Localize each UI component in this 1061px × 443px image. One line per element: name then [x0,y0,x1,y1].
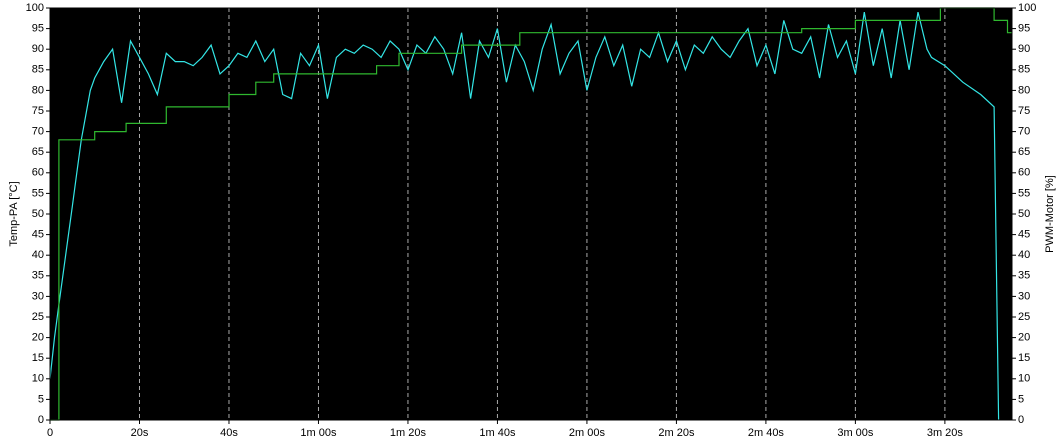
y-tick-label: 30 [32,290,44,302]
y2-tick-label: 40 [1018,249,1030,261]
y2-tick-label: 60 [1018,167,1030,179]
y-tick-label: 75 [32,105,44,117]
y-tick-label: 15 [32,352,44,364]
x-tick-label: 2m 00s [569,427,606,439]
y2-tick-label: 90 [1018,43,1030,55]
y-tick-label: 25 [32,311,44,323]
y-tick-label: 95 [32,23,44,35]
x-tick-label: 40s [220,427,238,439]
plot-area [50,8,1012,420]
series-line [50,7,1012,421]
y2-tick-label: 80 [1018,84,1030,96]
x-tick-label: 3m 20s [927,427,964,439]
y2-tick-label: 70 [1018,126,1030,138]
x-tick-label: 2m 40s [748,427,785,439]
y-tick-label: 65 [32,146,44,158]
y2-tick-label: 85 [1018,64,1030,76]
x-tick-label: 1m 40s [479,427,516,439]
x-tick-label: 20s [131,427,149,439]
y2-tick-label: 35 [1018,270,1030,282]
y2-axis-title: PWM-Motor [%] [1044,175,1056,253]
y2-tick-label: 10 [1018,373,1030,385]
y-tick-label: 10 [32,373,44,385]
x-tick-label: 1m 20s [390,427,427,439]
y2-tick-label: 20 [1018,332,1030,344]
y2-tick-label: 50 [1018,208,1030,220]
y2-tick-label: 75 [1018,105,1030,117]
y-tick-label: 45 [32,229,44,241]
y-tick-label: 70 [32,126,44,138]
x-tick-label: 2m 20s [658,427,695,439]
x-tick-label: 3m 00s [837,427,874,439]
y-axis-title: Temp-PA [°C] [8,181,20,246]
y2-tick-label: 30 [1018,290,1030,302]
y2-tick-label: 5 [1018,393,1024,405]
y2-tick-label: 65 [1018,146,1030,158]
y-tick-label: 5 [38,393,44,405]
y-tick-label: 60 [32,167,44,179]
y-tick-label: 0 [38,414,44,426]
y-tick-label: 90 [32,43,44,55]
plot-border [49,7,1013,421]
y2-tick-label: 0 [1018,414,1024,426]
y2-tick-label: 100 [1018,2,1036,14]
x-tick-label: 1m 00s [300,427,337,439]
y2-tick-label: 95 [1018,23,1030,35]
y2-tick-label: 45 [1018,229,1030,241]
x-tick-label: 0 [47,427,53,439]
y-tick-label: 85 [32,64,44,76]
y-tick-label: 50 [32,208,44,220]
y2-tick-label: 25 [1018,311,1030,323]
y-tick-label: 100 [26,2,44,14]
y2-tick-label: 15 [1018,352,1030,364]
y2-tick-label: 55 [1018,187,1030,199]
y-tick-label: 80 [32,84,44,96]
y-tick-label: 55 [32,187,44,199]
series-line [49,11,1000,421]
y-tick-label: 20 [32,332,44,344]
y-tick-label: 35 [32,270,44,282]
y-tick-label: 40 [32,249,44,261]
